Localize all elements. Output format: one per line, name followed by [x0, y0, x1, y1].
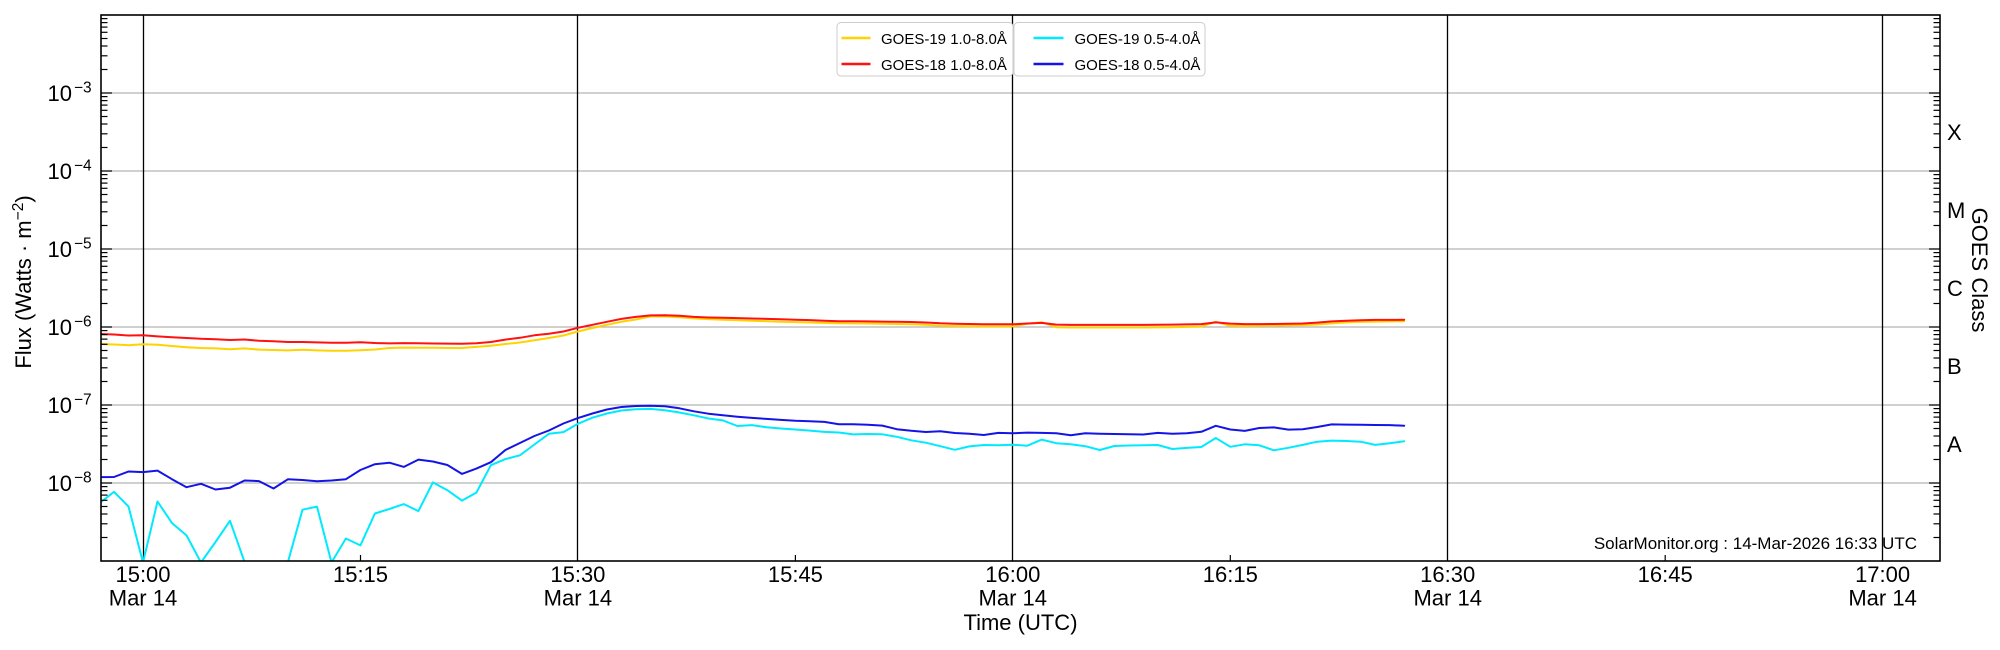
svg-text:−8: −8 — [74, 470, 92, 487]
svg-text:−5: −5 — [74, 236, 92, 253]
svg-text:GOES-18 0.5-4.0Å: GOES-18 0.5-4.0Å — [1075, 57, 1201, 74]
svg-text:10: 10 — [48, 237, 72, 262]
svg-text:M: M — [1947, 198, 1965, 223]
svg-text:GOES Class: GOES Class — [1967, 208, 1992, 333]
svg-text:−4: −4 — [74, 158, 92, 175]
svg-text:GOES-19 0.5-4.0Å: GOES-19 0.5-4.0Å — [1075, 31, 1201, 48]
svg-text:16:45: 16:45 — [1638, 562, 1693, 587]
svg-text:−6: −6 — [74, 314, 92, 331]
svg-text:B: B — [1947, 354, 1962, 379]
svg-text:15:45: 15:45 — [768, 562, 823, 587]
svg-text:16:30: 16:30 — [1420, 562, 1475, 587]
svg-text:−3: −3 — [74, 80, 92, 97]
svg-text:10: 10 — [48, 81, 72, 106]
svg-text:X: X — [1947, 120, 1962, 145]
svg-text:10: 10 — [48, 393, 72, 418]
svg-text:16:15: 16:15 — [1203, 562, 1258, 587]
svg-text:15:00: 15:00 — [115, 562, 170, 587]
svg-text:−7: −7 — [74, 392, 92, 409]
svg-text:Mar 14: Mar 14 — [544, 586, 612, 611]
svg-text:10: 10 — [48, 471, 72, 496]
svg-text:A: A — [1947, 432, 1962, 457]
svg-text:15:30: 15:30 — [550, 562, 605, 587]
svg-text:Mar 14: Mar 14 — [979, 586, 1047, 611]
svg-text:SolarMonitor.org : 14-Mar-2026: SolarMonitor.org : 14-Mar-2026 16:33 UTC — [1594, 534, 1917, 553]
svg-text:10: 10 — [48, 315, 72, 340]
svg-text:Mar 14: Mar 14 — [109, 586, 177, 611]
svg-text:GOES-19 1.0-8.0Å: GOES-19 1.0-8.0Å — [881, 31, 1007, 48]
svg-text:16:00: 16:00 — [985, 562, 1040, 587]
svg-text:Mar 14: Mar 14 — [1413, 586, 1481, 611]
svg-text:C: C — [1947, 276, 1963, 301]
svg-text:10: 10 — [48, 159, 72, 184]
svg-text:Mar 14: Mar 14 — [1848, 586, 1916, 611]
svg-text:15:15: 15:15 — [333, 562, 388, 587]
svg-text:GOES-18 1.0-8.0Å: GOES-18 1.0-8.0Å — [881, 57, 1007, 74]
svg-text:Flux (Watts · m−2): Flux (Watts · m−2) — [10, 195, 36, 368]
svg-text:Time (UTC): Time (UTC) — [963, 610, 1077, 635]
svg-text:17:00: 17:00 — [1855, 562, 1910, 587]
